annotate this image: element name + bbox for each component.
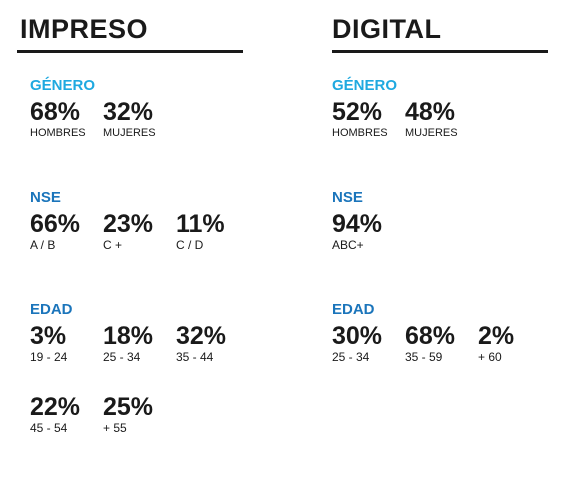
stat-percentage: 30% — [332, 322, 383, 350]
impreso-edad-title: EDAD — [30, 301, 73, 318]
stat-percentage: 18% — [103, 322, 154, 350]
stat-percentage: 11% — [176, 210, 225, 238]
stat-percentage: 2% — [478, 322, 515, 350]
stat-label: + 55 — [103, 421, 127, 435]
digital-edad-stat-25-34: 30% 25 - 34 — [332, 322, 405, 393]
impreso-edad-stat-35-44: 32% 35 - 44 — [176, 322, 249, 393]
stat-label: C + — [103, 238, 123, 252]
impreso-edad-stat-55-plus: 25% + 55 — [103, 393, 176, 464]
stat-percentage: 52% — [332, 98, 383, 126]
impreso-nse-section: NSE 66% A / B 23% C + 11% C / D — [30, 189, 270, 281]
digital-genero-section: GÉNERO 52% HOMBRES 48% MUJERES — [332, 77, 572, 169]
impreso-genero-section: GÉNERO 68% HOMBRES 32% MUJERES — [30, 77, 270, 169]
impreso-edad-stat-25-34: 18% 25 - 34 — [103, 322, 176, 393]
digital-edad-stat-35-59: 68% 35 - 59 — [405, 322, 478, 393]
digital-nse-section: NSE 94% ABC+ — [332, 189, 572, 281]
digital-edad-stat-60-plus: 2% + 60 — [478, 322, 551, 393]
impreso-nse-stat-ab: 66% A / B — [30, 210, 103, 281]
impreso-edad-section: EDAD 3% 19 - 24 18% 25 - 34 32% 35 - 44 … — [30, 301, 270, 464]
stat-percentage: 66% — [30, 210, 81, 238]
stat-percentage: 68% — [30, 98, 81, 126]
stat-percentage: 3% — [30, 322, 67, 350]
stat-percentage: 48% — [405, 98, 456, 126]
stat-percentage: 32% — [176, 322, 227, 350]
stat-percentage: 94% — [332, 210, 383, 238]
digital-edad-section: EDAD 30% 25 - 34 68% 35 - 59 2% + 60 — [332, 301, 572, 393]
stat-label: MUJERES — [103, 127, 156, 139]
stat-label: 19 - 24 — [30, 350, 68, 364]
stat-percentage: 23% — [103, 210, 154, 238]
stat-label: HOMBRES — [332, 127, 388, 139]
impreso-title-rule — [17, 50, 243, 53]
impreso-nse-stat-cd: 11% C / D — [176, 210, 249, 281]
digital-genero-stat-mujeres: 48% MUJERES — [405, 98, 478, 169]
stat-percentage: 22% — [30, 393, 81, 421]
stat-label: ABC+ — [332, 238, 364, 252]
impreso-edad-stat-45-54: 22% 45 - 54 — [30, 393, 103, 464]
stat-label: MUJERES — [405, 127, 458, 139]
stat-label: + 60 — [478, 350, 502, 364]
digital-edad-title: EDAD — [332, 301, 375, 318]
stat-label: 25 - 34 — [332, 350, 370, 364]
digital-genero-stat-hombres: 52% HOMBRES — [332, 98, 405, 169]
impreso-genero-stat-hombres: 68% HOMBRES — [30, 98, 103, 169]
stat-label: 35 - 59 — [405, 350, 443, 364]
stat-percentage: 68% — [405, 322, 456, 350]
digital-genero-title: GÉNERO — [332, 77, 398, 94]
impreso-genero-title: GÉNERO — [30, 77, 96, 94]
digital-title: DIGITAL — [332, 14, 442, 44]
stat-label: 25 - 34 — [103, 350, 141, 364]
stat-percentage: 32% — [103, 98, 154, 126]
impreso-nse-stat-cplus: 23% C + — [103, 210, 176, 281]
digital-nse-title: NSE — [332, 189, 363, 206]
stat-label: C / D — [176, 238, 204, 252]
impreso-edad-stat-19-24: 3% 19 - 24 — [30, 322, 103, 393]
stat-label: HOMBRES — [30, 127, 86, 139]
stat-label: 45 - 54 — [30, 421, 68, 435]
impreso-nse-title: NSE — [30, 189, 61, 206]
digital-nse-stat-abc-plus: 94% ABC+ — [332, 210, 405, 281]
impreso-title: IMPRESO — [20, 14, 149, 44]
stat-label: 35 - 44 — [176, 350, 214, 364]
stat-label: A / B — [30, 238, 56, 252]
digital-title-rule — [332, 50, 548, 53]
stat-percentage: 25% — [103, 393, 154, 421]
impreso-genero-stat-mujeres: 32% MUJERES — [103, 98, 176, 169]
